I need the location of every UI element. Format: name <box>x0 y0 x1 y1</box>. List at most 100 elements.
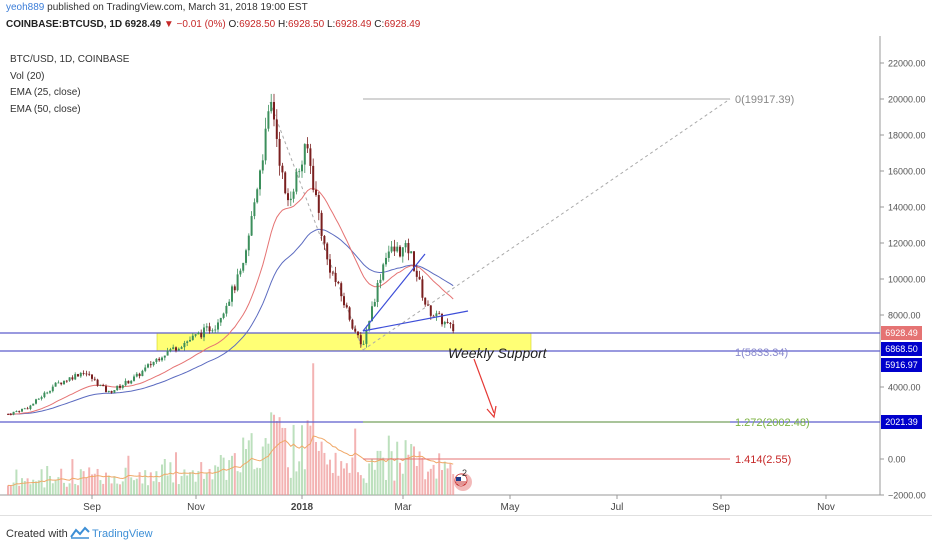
volume-bar <box>273 414 275 495</box>
fib-0-label: 0(19917.39) <box>735 94 794 106</box>
candle-body <box>135 373 138 377</box>
candle-body <box>191 335 194 340</box>
volume-bar <box>222 457 225 495</box>
ohlc-bar: COINBASE:BTCUSD, 1D 6928.49 ▼ −0.01 (0%)… <box>6 19 420 30</box>
candle-body <box>401 247 404 257</box>
volume-bar <box>63 482 65 495</box>
candle-body <box>158 358 161 361</box>
volume-bar <box>250 433 253 495</box>
volume-bar <box>208 468 211 495</box>
candle-body <box>452 324 455 332</box>
candle-body <box>88 373 91 375</box>
time-axis[interactable]: Sep Nov 2018 Mar May Jul Sep Nov <box>83 495 835 513</box>
candle-body <box>172 347 175 350</box>
volume-bar <box>396 441 399 495</box>
tradingview-logo-icon[interactable] <box>70 526 90 540</box>
candle-body <box>345 305 348 308</box>
x-tick-label: Nov <box>817 502 835 513</box>
legend-volume[interactable]: Vol (20) <box>10 70 45 82</box>
legend-ema50[interactable]: EMA (50, close) <box>10 103 81 115</box>
volume-bar <box>183 469 186 495</box>
candle-body <box>413 251 415 271</box>
candle-body <box>113 390 116 393</box>
author-link[interactable]: yeoh889 <box>6 2 45 13</box>
volume-bar <box>49 475 51 495</box>
candle-body <box>18 411 21 412</box>
candle-body <box>306 144 309 149</box>
volume-bar <box>247 440 250 495</box>
candle-body <box>418 276 421 280</box>
candle-body <box>121 385 124 388</box>
candle-body <box>74 374 77 380</box>
candle-body <box>393 246 396 252</box>
symbol-label: COINBASE:BTCUSD, 1D <box>6 19 123 30</box>
candle-body <box>373 301 376 307</box>
candle-body <box>205 326 208 328</box>
candle-body <box>281 165 284 173</box>
candle-body <box>337 281 340 284</box>
volume-bar <box>446 468 449 495</box>
candle-body <box>130 380 133 384</box>
candle-body <box>292 191 295 199</box>
volume-bar <box>340 461 343 495</box>
volume-bar <box>7 485 9 495</box>
candle-body <box>110 391 113 393</box>
volume-bar <box>270 412 273 495</box>
candle-body <box>250 216 253 236</box>
candle-body <box>29 405 32 409</box>
volume-bar <box>172 482 175 495</box>
candle-body <box>421 279 424 298</box>
volume-bar <box>357 472 359 495</box>
volume-bar <box>141 483 144 495</box>
candle-body <box>427 304 429 306</box>
candle-body <box>247 235 250 251</box>
candle-body <box>354 328 357 332</box>
candle-body <box>396 246 399 252</box>
candle-body <box>407 243 410 254</box>
volume-bar <box>413 446 415 495</box>
volume-bar <box>289 477 292 495</box>
event-count: 2 <box>462 468 467 478</box>
volume-bar <box>29 484 32 495</box>
candle-body <box>270 102 273 112</box>
candle-body <box>186 341 189 343</box>
candle-body <box>51 386 54 392</box>
candle-body <box>256 189 259 203</box>
volume-bar <box>105 472 107 495</box>
legend-ema25[interactable]: EMA (25, close) <box>10 87 81 98</box>
volume-bar <box>281 427 284 495</box>
candle-body <box>362 343 365 345</box>
candle-body <box>309 148 312 166</box>
volume-ma-line <box>7 435 454 487</box>
price-axis[interactable]: 22000.00 20000.00 18000.00 16000.00 14000.00… <box>880 59 926 501</box>
volume-bar <box>385 479 387 495</box>
volume-bar <box>368 463 371 495</box>
candle-body <box>138 373 141 377</box>
footer: Created with TradingView <box>0 515 932 551</box>
volume-bar <box>239 472 242 495</box>
volume-bar <box>301 425 303 495</box>
volume-bar <box>337 475 340 495</box>
volume-bar <box>443 461 446 495</box>
candle-body <box>197 332 200 335</box>
candle-body <box>449 322 452 325</box>
candle-body <box>71 377 74 380</box>
volume-bar <box>312 363 315 495</box>
y-tick-label: 8000.00 <box>888 311 921 321</box>
us-event-flag-icon[interactable] <box>454 473 472 491</box>
candle-body <box>116 385 119 391</box>
volume-bar <box>163 458 166 495</box>
volume-bar <box>12 482 15 495</box>
volume-bar <box>329 459 331 495</box>
candle-body <box>149 364 152 366</box>
volume-bar <box>138 472 141 495</box>
price-chart[interactable]: Weekly Support 0(19917.39) 1(5833.34) 1.… <box>0 0 932 515</box>
chart-pane <box>0 36 880 495</box>
open-value: 6928.50 <box>239 19 276 30</box>
candle-body <box>348 307 351 320</box>
candle-body <box>301 164 303 172</box>
candle-body <box>26 408 29 410</box>
candle-body <box>77 374 79 377</box>
volume-bar <box>74 483 77 495</box>
tradingview-brand-link[interactable]: TradingView <box>92 528 153 540</box>
